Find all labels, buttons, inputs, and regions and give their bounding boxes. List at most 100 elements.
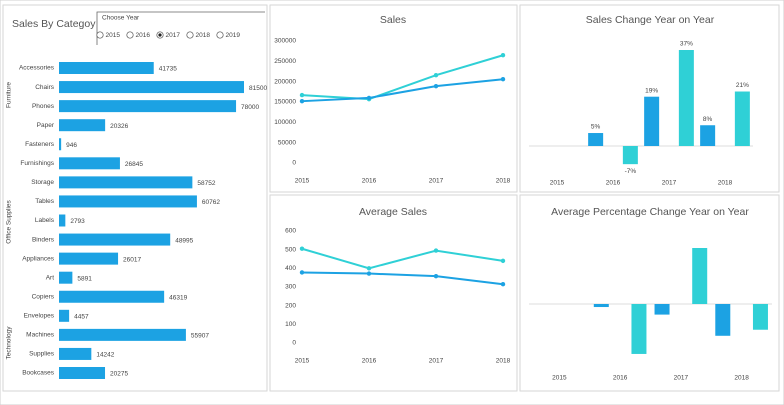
category-label: Fasteners xyxy=(25,141,55,148)
y-tick-label: 300000 xyxy=(274,38,296,45)
bar xyxy=(59,309,70,322)
point xyxy=(366,271,372,276)
point xyxy=(366,95,372,101)
x-tick-label: 2015 xyxy=(295,178,310,185)
category-label: Tables xyxy=(35,198,55,205)
value-label: 946 xyxy=(66,142,77,149)
value-label: 4457 xyxy=(74,314,89,321)
radio-button[interactable] xyxy=(216,31,224,39)
bar xyxy=(59,290,165,303)
category-label: Bookcases xyxy=(22,370,55,377)
bar xyxy=(654,304,670,315)
x-tick-label: 2016 xyxy=(606,180,621,187)
x-tick-label: 2018 xyxy=(496,178,511,185)
value-label: 37% xyxy=(680,41,693,48)
chart-title: Average Sales xyxy=(359,206,427,218)
bar xyxy=(752,304,768,330)
value-label: 21% xyxy=(736,82,749,89)
chart-title: Sales xyxy=(380,14,406,26)
point xyxy=(433,248,439,253)
point xyxy=(366,266,372,271)
category-label: Paper xyxy=(37,122,55,129)
value-label: 14242 xyxy=(96,352,114,359)
radio-label[interactable]: 2015 xyxy=(106,32,121,39)
line xyxy=(301,247,504,270)
x-tick-label: 2017 xyxy=(429,178,444,185)
radio-label[interactable]: 2019 xyxy=(226,32,241,39)
y-tick-label: 150000 xyxy=(274,99,296,106)
point xyxy=(500,258,506,264)
radio-label[interactable]: 2017 xyxy=(166,32,181,39)
selector-label: Choose Year xyxy=(102,15,140,22)
point xyxy=(433,83,439,89)
category-label: Envelopes xyxy=(24,313,55,320)
value-label: -7% xyxy=(625,168,637,175)
chart-title: Average Percentage Change Year on Year xyxy=(551,206,749,218)
radio-label[interactable]: 2018 xyxy=(196,32,211,39)
category-label: Labels xyxy=(35,217,55,224)
radio-button[interactable] xyxy=(186,31,194,39)
bar xyxy=(59,138,62,151)
category-label: Furnishings xyxy=(20,160,54,167)
bar xyxy=(692,248,708,304)
bar xyxy=(59,271,73,284)
point xyxy=(500,53,506,58)
x-tick-label: 2017 xyxy=(674,375,689,382)
value-label: 5891 xyxy=(77,275,92,282)
y-tick-label: 600 xyxy=(285,228,296,235)
y-tick-label: 100000 xyxy=(274,119,296,126)
category-label: Supplies xyxy=(29,351,55,358)
category-label: Appliances xyxy=(22,255,55,262)
category-label: Accessories xyxy=(19,65,55,72)
category-label: Copiers xyxy=(32,293,55,300)
radio-button[interactable] xyxy=(96,31,104,39)
line xyxy=(301,54,504,101)
value-label: 26017 xyxy=(123,256,141,263)
radio-button[interactable] xyxy=(126,31,134,39)
panel xyxy=(269,4,518,193)
point xyxy=(433,72,439,78)
bar xyxy=(59,328,186,341)
bar xyxy=(59,62,154,74)
value-label: 5% xyxy=(591,124,601,131)
bar xyxy=(593,304,609,308)
y-tick-label: 50000 xyxy=(278,139,296,146)
line xyxy=(301,271,504,286)
value-label: 78000 xyxy=(241,104,259,111)
x-tick-label: 2016 xyxy=(362,358,377,365)
group-label: Furniture xyxy=(6,82,13,108)
bar xyxy=(644,96,660,146)
bar xyxy=(734,91,750,146)
value-label: 55907 xyxy=(191,333,209,340)
bar xyxy=(59,252,119,265)
y-tick-label: 400 xyxy=(285,265,296,272)
category-label: Binders xyxy=(32,236,55,243)
category-label: Art xyxy=(46,274,55,281)
value-label: 8% xyxy=(703,116,713,123)
radio-dot xyxy=(158,33,162,37)
bar xyxy=(715,304,731,336)
x-tick-label: 2018 xyxy=(718,180,733,187)
x-tick-label: 2017 xyxy=(429,358,444,365)
y-tick-label: 500 xyxy=(285,246,296,253)
bar xyxy=(59,347,92,360)
chart-title: Sales Change Year on Year xyxy=(586,14,715,26)
value-label: 58752 xyxy=(197,180,215,187)
bar xyxy=(588,133,604,146)
category-label: Storage xyxy=(31,179,54,186)
value-label: 20275 xyxy=(110,371,128,378)
value-label: 81500 xyxy=(249,85,267,92)
point xyxy=(299,98,305,104)
bar xyxy=(678,50,694,146)
point xyxy=(299,246,305,251)
radio-label[interactable]: 2016 xyxy=(136,32,151,39)
y-tick-label: 0 xyxy=(292,160,296,167)
x-tick-label: 2017 xyxy=(662,180,677,187)
value-label: 46319 xyxy=(169,294,187,301)
bar xyxy=(59,81,244,94)
line xyxy=(301,78,504,103)
y-tick-label: 300 xyxy=(285,284,296,291)
value-label: 26845 xyxy=(125,161,143,168)
x-tick-label: 2015 xyxy=(550,180,565,187)
value-label: 20326 xyxy=(110,123,128,130)
